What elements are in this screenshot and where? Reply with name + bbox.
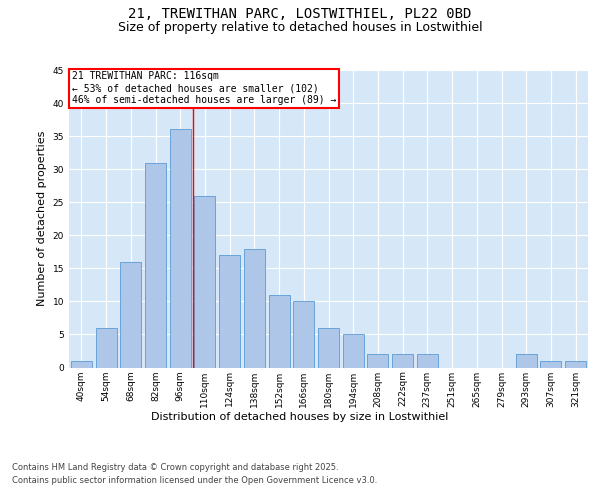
Bar: [293, 302, 314, 368]
Bar: [565, 361, 586, 368]
Text: 21 TREWITHAN PARC: 116sqm
← 53% of detached houses are smaller (102)
46% of semi: 21 TREWITHAN PARC: 116sqm ← 53% of detac…: [71, 72, 336, 104]
Bar: [541, 361, 562, 368]
Bar: [417, 354, 438, 368]
Bar: [392, 354, 413, 368]
Bar: [95, 328, 116, 368]
Bar: [120, 262, 141, 368]
Text: Distribution of detached houses by size in Lostwithiel: Distribution of detached houses by size …: [151, 412, 449, 422]
Bar: [194, 196, 215, 368]
Text: Size of property relative to detached houses in Lostwithiel: Size of property relative to detached ho…: [118, 21, 482, 34]
Bar: [170, 130, 191, 368]
Text: Contains public sector information licensed under the Open Government Licence v3: Contains public sector information licen…: [12, 476, 377, 485]
Text: Contains HM Land Registry data © Crown copyright and database right 2025.: Contains HM Land Registry data © Crown c…: [12, 462, 338, 471]
Bar: [269, 295, 290, 368]
Bar: [318, 328, 339, 368]
Bar: [219, 255, 240, 368]
Bar: [244, 248, 265, 368]
Bar: [145, 162, 166, 368]
Y-axis label: Number of detached properties: Number of detached properties: [37, 131, 47, 306]
Bar: [343, 334, 364, 368]
Text: 21, TREWITHAN PARC, LOSTWITHIEL, PL22 0BD: 21, TREWITHAN PARC, LOSTWITHIEL, PL22 0B…: [128, 8, 472, 22]
Bar: [516, 354, 537, 368]
Bar: [71, 361, 92, 368]
Bar: [367, 354, 388, 368]
